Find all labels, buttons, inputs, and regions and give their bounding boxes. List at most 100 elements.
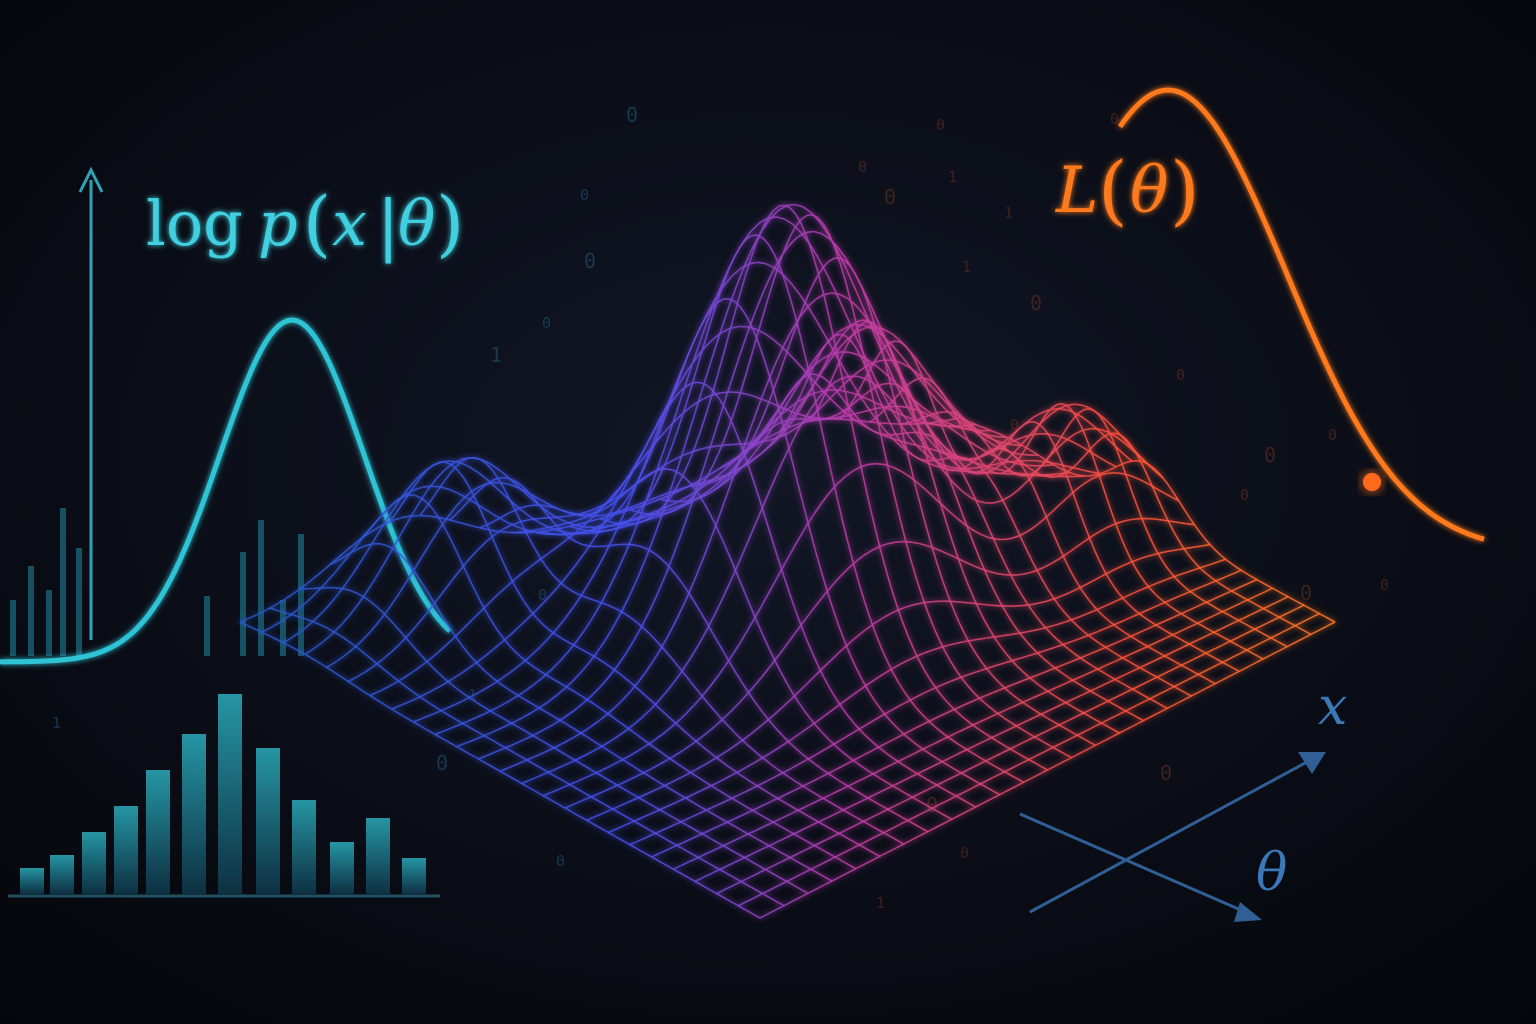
surface-grid-line-v bbox=[887, 422, 898, 425]
surface-grid-line-u bbox=[827, 232, 835, 247]
surface-grid-line-v bbox=[695, 383, 705, 411]
surface-grid-line-v bbox=[1291, 639, 1300, 645]
surface-grid-line-u bbox=[658, 556, 666, 563]
surface-grid-line-u bbox=[655, 858, 663, 864]
surface-grid-line-v bbox=[866, 362, 877, 381]
surface-grid-line-v bbox=[1189, 622, 1198, 628]
surface-grid-line-v bbox=[1087, 687, 1096, 693]
surface-grid-line-v bbox=[572, 800, 582, 806]
surface-grid-line-v bbox=[1213, 627, 1222, 634]
surface-grid-line-v bbox=[480, 686, 490, 693]
surface-grid-line-u bbox=[940, 786, 947, 792]
surface-grid-line-v bbox=[1082, 447, 1092, 454]
surface-grid-line-u bbox=[748, 457, 755, 463]
surface-grid-line-u bbox=[892, 785, 899, 790]
surface-grid-line-u bbox=[718, 816, 726, 822]
surface-grid-line-v bbox=[1152, 639, 1161, 645]
surface-grid-line-u bbox=[992, 447, 998, 451]
surface-grid-line-v bbox=[1186, 546, 1195, 550]
surface-grid-line-u bbox=[881, 648, 889, 662]
surface-grid-line-v bbox=[991, 689, 1001, 694]
surface-grid-line-u bbox=[879, 804, 887, 809]
binary-digit: 0 bbox=[1328, 426, 1337, 444]
surface-grid-line-v bbox=[882, 434, 892, 440]
surface-grid-line-v bbox=[1058, 404, 1067, 410]
surface-grid-line-u bbox=[1024, 421, 1030, 425]
surface-grid-line-v bbox=[521, 779, 530, 785]
surface-grid-line-v bbox=[450, 673, 460, 681]
surface-grid-line-u bbox=[239, 621, 247, 626]
surface-grid-line-v bbox=[636, 671, 647, 684]
surface-grid-line-u bbox=[676, 412, 685, 431]
surface-grid-line-u bbox=[890, 351, 897, 366]
surface-grid-line-u bbox=[809, 530, 817, 553]
surface-grid-line-v bbox=[975, 802, 984, 808]
surface-grid-line-v bbox=[1033, 411, 1043, 418]
surface-grid-line-u bbox=[285, 643, 293, 648]
surface-grid-line-v bbox=[347, 676, 358, 683]
surface-grid-line-u bbox=[934, 408, 941, 422]
surface-grid-line-v bbox=[656, 784, 665, 790]
surface-grid-line-v bbox=[831, 703, 841, 711]
surface-grid-line-v bbox=[680, 494, 691, 501]
surface-grid-line-u bbox=[508, 644, 516, 652]
surface-grid-line-u bbox=[797, 485, 806, 509]
surface-grid-line-u bbox=[439, 520, 448, 533]
surface-grid-line-u bbox=[789, 325, 797, 342]
surface-grid-line-v bbox=[768, 841, 777, 847]
surface-grid-line-u bbox=[272, 636, 280, 642]
surface-grid-line-u bbox=[931, 547, 939, 566]
surface-grid-line-u bbox=[640, 545, 648, 550]
surface-grid-line-u bbox=[959, 417, 966, 421]
surface-grid-line-u bbox=[991, 450, 998, 458]
surface-grid-line-u bbox=[1015, 473, 1022, 477]
surface-grid-line-u bbox=[1013, 750, 1020, 755]
surface-grid-line-v bbox=[847, 297, 857, 307]
surface-grid-line-u bbox=[757, 890, 766, 896]
surface-grid-line-v bbox=[983, 603, 992, 607]
surface-grid-line-u bbox=[987, 787, 995, 793]
surface-grid-line-u bbox=[1091, 474, 1097, 477]
surface-grid-line-v bbox=[773, 707, 783, 716]
surface-grid-line-v bbox=[401, 515, 412, 519]
surface-grid-line-u bbox=[851, 341, 858, 351]
surface-grid-line-v bbox=[622, 754, 632, 761]
surface-grid-line-v bbox=[1095, 628, 1105, 633]
surface-grid-line-u bbox=[572, 758, 580, 764]
surface-grid-line-u bbox=[670, 568, 678, 577]
surface-grid-line-u bbox=[751, 234, 758, 237]
surface-grid-line-v bbox=[311, 571, 322, 581]
surface-grid-line-u bbox=[427, 503, 436, 512]
surface-grid-line-u bbox=[782, 772, 790, 778]
surface-grid-line-u bbox=[868, 770, 876, 776]
surface-grid-line-u bbox=[646, 696, 654, 704]
surface-grid-line-v bbox=[1185, 658, 1195, 664]
surface-grid-line-v bbox=[392, 532, 403, 549]
surface-grid-line-v bbox=[537, 772, 547, 778]
surface-grid-line-u bbox=[538, 504, 545, 507]
surface-grid-line-v bbox=[677, 598, 687, 617]
surface-grid-line-u bbox=[525, 785, 533, 791]
surface-grid-line-v bbox=[807, 306, 817, 321]
surface-grid-line-v bbox=[685, 403, 696, 412]
surface-grid-line-v bbox=[592, 685, 602, 696]
surface-grid-line-u bbox=[948, 425, 954, 428]
surface-grid-line-u bbox=[369, 694, 377, 701]
surface-grid-line-v bbox=[1233, 585, 1243, 591]
surface-grid-line-u bbox=[898, 682, 906, 693]
surface-grid-line-v bbox=[619, 478, 630, 495]
surface-grid-line-v bbox=[744, 787, 753, 793]
surface-grid-line-v bbox=[672, 777, 681, 783]
surface-grid-line-v bbox=[942, 735, 951, 741]
surface-grid-line-u bbox=[904, 344, 911, 353]
surface-grid-line-v bbox=[464, 523, 475, 528]
surface-grid-line-v bbox=[625, 799, 634, 805]
surface-grid-line-v bbox=[771, 257, 782, 273]
surface-grid-line-u bbox=[945, 815, 953, 820]
surface-grid-line-v bbox=[1098, 430, 1108, 440]
surface-grid-line-v bbox=[1074, 442, 1084, 449]
surface-grid-line-v bbox=[902, 378, 913, 396]
surface-grid-line-u bbox=[788, 418, 795, 421]
surface-grid-line-v bbox=[1119, 690, 1128, 696]
surface-grid-line-u bbox=[609, 527, 616, 531]
